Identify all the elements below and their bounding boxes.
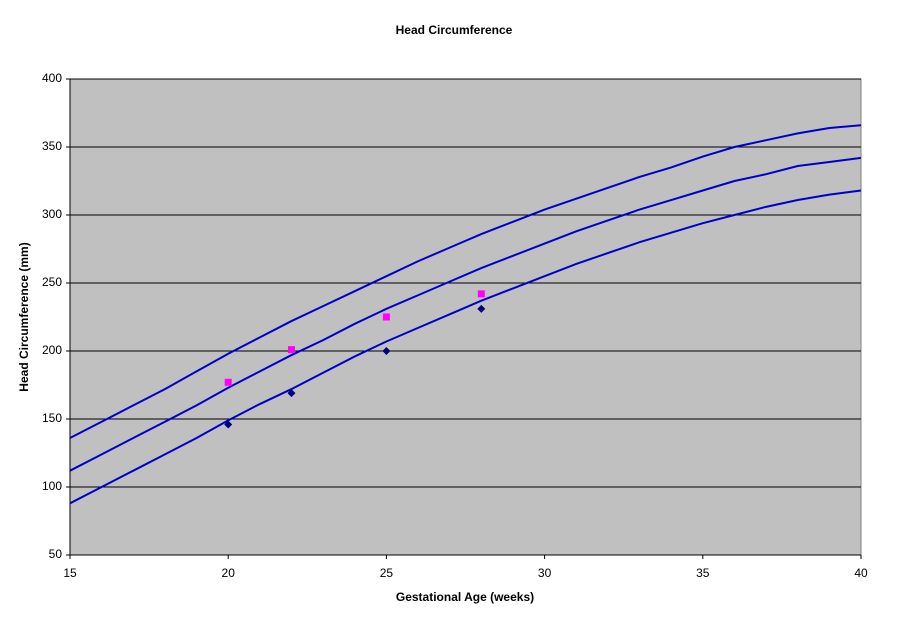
y-tick-label: 200 [42,343,62,357]
x-tick-label: 40 [854,566,868,580]
x-tick-label: 25 [380,566,394,580]
data-line [69,156,862,472]
data-point [224,378,232,386]
data-point [477,304,486,313]
x-axis-title: Gestational Age (weeks) [396,590,534,604]
y-tick-label: 100 [42,479,62,493]
data-point [287,389,296,398]
y-tick-label: 150 [42,411,62,425]
y-tick-label: 350 [42,139,62,153]
y-tick-label: 50 [49,547,63,561]
data-point [382,313,390,321]
data-point [224,420,233,429]
data-line [69,124,862,439]
x-tick-label: 30 [538,566,552,580]
y-tick-label: 250 [42,275,62,289]
y-tick-label: 300 [42,207,62,221]
x-tick-label: 20 [222,566,236,580]
y-tick-label: 400 [42,71,62,85]
data-point [477,290,485,298]
chart-title: Head Circumference [396,23,513,37]
x-tick-label: 15 [63,566,77,580]
x-tick-label: 35 [696,566,710,580]
y-axis-title: Head Circumference (mm) [17,242,31,391]
plot-area [69,78,862,556]
data-point [287,346,295,354]
data-point [382,347,391,355]
data-line [69,189,862,505]
